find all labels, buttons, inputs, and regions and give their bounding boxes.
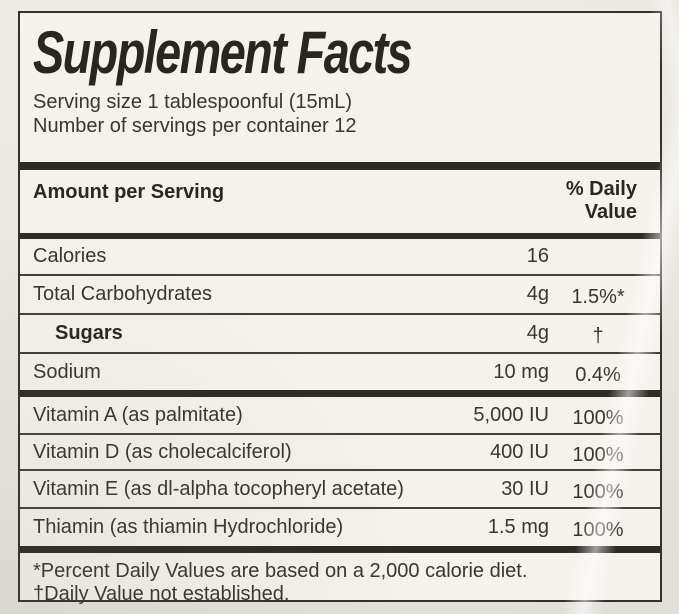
row-vitamin-d: Vitamin D (as cholecalciferol) 400 IU 10… [20, 435, 660, 471]
footnotes: *Percent Daily Values are based on a 2,0… [20, 553, 660, 606]
nutrient-daily-value: 1.5%* [571, 286, 625, 308]
nutrient-name: Vitamin A (as palmitate) [33, 403, 243, 426]
nutrient-amount: 1.5 mg [487, 516, 549, 538]
row-thiamin: Thiamin (as thiamin Hydrochloride) 1.5 m… [20, 509, 660, 546]
servings-per-container-line: Number of servings per container 12 [33, 115, 357, 137]
row-calories: Calories 16 [20, 239, 660, 276]
nutrient-daily-value: 100% [572, 480, 624, 503]
nutrient-amount: 10 mg [493, 360, 549, 383]
nutrient-amount: 30 IU [501, 477, 549, 500]
nutrient-daily-value: † [592, 325, 604, 347]
supplement-facts-panel: Supplement Facts Serving size 1 tablespo… [18, 11, 662, 605]
dv-header-line1: % Daily [565, 178, 637, 200]
nutrient-name: Vitamin E (as dl-alpha tocopheryl acetat… [33, 477, 404, 500]
nutrient-name: Sugars [55, 322, 123, 344]
nutrient-amount: 5,000 IU [473, 403, 549, 426]
nutrient-amount: 4g [526, 322, 549, 344]
amount-per-serving-header: Amount per Serving [33, 181, 225, 203]
serving-size-line: Serving size 1 tablespoonful (15mL) [33, 91, 353, 113]
nutrient-name: Total Carbohydrates [33, 283, 212, 305]
column-header-row: Amount per Serving % Daily Value [20, 170, 660, 233]
title-section: Supplement Facts Serving size 1 tablespo… [20, 23, 660, 162]
dv-header-line2: Value [584, 201, 637, 223]
serving-info: Serving size 1 tablespoonful (15mL) Numb… [33, 90, 647, 138]
nutrient-amount: 4g [526, 283, 549, 305]
thick-divider-bottom [20, 546, 660, 553]
footnote-percent-daily-values: *Percent Daily Values are based on a 2,0… [33, 560, 528, 582]
percent-daily-value-header: % Daily Value [566, 178, 647, 224]
nutrient-daily-value: 100% [572, 406, 624, 429]
footnote-daily-value-not-established: †Daily Value not established. [33, 583, 290, 605]
nutrient-name: Calories [33, 245, 107, 267]
thick-divider-top [20, 162, 660, 170]
nutrient-name: Thiamin (as thiamin Hydrochloride) [33, 516, 344, 538]
nutrient-daily-value: 100% [572, 443, 624, 466]
thick-divider-middle [20, 390, 660, 397]
row-total-carbohydrates: Total Carbohydrates 4g 1.5%* [20, 276, 660, 315]
row-vitamin-e: Vitamin E (as dl-alpha tocopheryl acetat… [20, 471, 660, 509]
nutrient-daily-value: 100% [572, 519, 624, 541]
row-vitamin-a: Vitamin A (as palmitate) 5,000 IU 100% [20, 397, 660, 435]
nutrient-name: Vitamin D (as cholecalciferol) [33, 440, 292, 463]
nutrient-amount: 16 [526, 245, 549, 267]
row-sugars: Sugars 4g † [20, 315, 660, 354]
row-sodium: Sodium 10 mg 0.4% [20, 354, 660, 390]
panel-title: Supplement Facts [33, 19, 413, 86]
nutrient-name: Sodium [33, 360, 101, 383]
nutrient-amount: 400 IU [490, 440, 549, 463]
nutrient-daily-value: 0.4% [575, 363, 621, 386]
